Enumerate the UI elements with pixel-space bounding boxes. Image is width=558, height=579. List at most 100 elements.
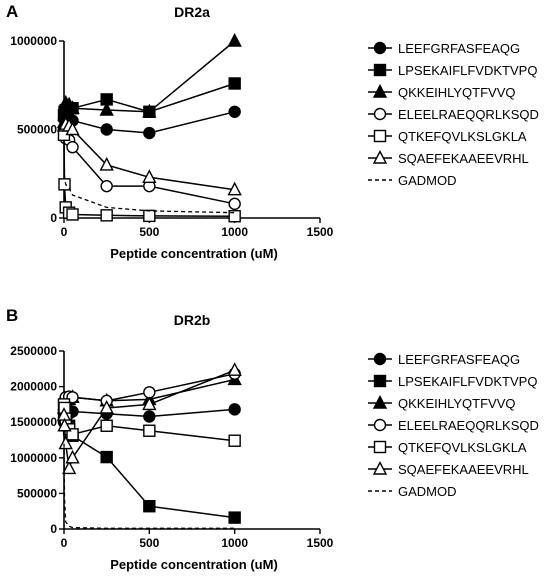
- data-point: [58, 435, 73, 450]
- data-point: [142, 169, 157, 183]
- data-point: [66, 428, 79, 441]
- series-line: [63, 129, 235, 205]
- y-tick-label: 1000000: [10, 451, 57, 465]
- legend-marker: [373, 41, 387, 55]
- x-tick-label: 1500: [307, 536, 334, 550]
- legend-marker: [373, 107, 387, 121]
- legend-label: QKKEIHLYQTFVVQ: [398, 396, 516, 411]
- legend-item: GADMOD: [368, 173, 457, 188]
- series-sqaefekaaeevrhl: [56, 116, 242, 196]
- data-point: [227, 181, 242, 196]
- series-line: [63, 147, 235, 214]
- legend-label: SQAEFEKAAEEVRHL: [398, 462, 529, 477]
- data-point: [142, 396, 157, 411]
- series-line: [63, 443, 235, 529]
- y-tick-label: 2000000: [10, 380, 57, 394]
- y-tick-label: 500000: [17, 123, 57, 137]
- legend-label: GADMOD: [398, 173, 457, 188]
- data-point: [142, 103, 157, 118]
- y-tick-label: 1500000: [10, 415, 57, 429]
- y-tick-label: 500000: [17, 486, 57, 500]
- series-qkkeihlyqtfvvq: [56, 32, 242, 129]
- data-point: [143, 424, 156, 437]
- data-point: [65, 100, 80, 114]
- legend-label: LPSEKAIFLFVDKTVPQ: [398, 63, 537, 78]
- series-gadmod: [63, 443, 235, 529]
- data-point: [99, 102, 114, 116]
- data-point: [228, 210, 241, 223]
- data-point: [100, 450, 113, 464]
- chart-title: DR2a: [174, 4, 210, 20]
- x-tick-label: 1500: [307, 225, 334, 239]
- legend-label: QTKEFQVLKSLGKLA: [398, 129, 527, 144]
- legend-item: LPSEKAIFLFVDKTVPQ: [368, 63, 537, 78]
- data-point: [61, 460, 77, 475]
- chart-title: DR2b: [174, 312, 211, 328]
- legend-marker: [372, 83, 388, 98]
- x-axis-label: Peptide concentration (uM): [110, 246, 278, 261]
- x-tick-label: 500: [139, 225, 159, 239]
- data-point: [228, 105, 241, 119]
- data-point: [143, 126, 156, 140]
- legend-item: ELEELRAEQQRLKSQD: [368, 107, 539, 122]
- legend-item: ELEELRAEQQRLKSQD: [368, 418, 539, 433]
- data-point: [100, 179, 113, 193]
- x-axis-label: Peptide concentration (uM): [110, 557, 278, 572]
- legend-label: SQAEFEKAAEEVRHL: [398, 151, 529, 166]
- legend-marker: [373, 418, 387, 432]
- x-tick-label: 500: [139, 536, 159, 550]
- legend-label: LPSEKAIFLFVDKTVPQ: [398, 374, 537, 389]
- data-point: [143, 209, 156, 223]
- x-tick-label: 0: [61, 225, 68, 239]
- legend-marker: [373, 374, 387, 388]
- data-point: [58, 178, 71, 191]
- data-point: [100, 123, 113, 136]
- x-tick-label: 1000: [221, 536, 248, 550]
- legend-label: ELEELRAEQQRLKSQD: [398, 418, 539, 433]
- data-point: [100, 419, 113, 432]
- legend-item: SQAEFEKAAEEVRHL: [368, 460, 529, 477]
- legend-label: QTKEFQVLKSLGKLA: [398, 440, 527, 455]
- x-tick-label: 0: [61, 536, 68, 550]
- y-tick-label: 1000000: [10, 34, 57, 48]
- legend-item: QTKEFQVLKSLGKLA: [368, 129, 527, 144]
- series-gadmod: [63, 147, 235, 214]
- data-point: [66, 140, 79, 154]
- legend-marker: [372, 394, 388, 409]
- legend-label: QKKEIHLYQTFVVQ: [398, 85, 516, 100]
- data-point: [65, 121, 80, 136]
- data-point: [227, 32, 242, 47]
- legend-item: LPSEKAIFLFVDKTVPQ: [368, 374, 537, 389]
- legend-item: LEEFGRFASFEAQG: [368, 352, 520, 367]
- legend-marker: [373, 440, 387, 454]
- y-tick-label: 0: [50, 522, 57, 536]
- data-point: [100, 209, 113, 222]
- legend-label: ELEELRAEQQRLKSQD: [398, 107, 539, 122]
- legend-label: LEEFGRFASFEAQG: [398, 352, 520, 367]
- legend-label: LEEFGRFASFEAQG: [398, 41, 520, 56]
- data-point: [99, 156, 114, 171]
- legend-marker: [372, 460, 388, 475]
- data-point: [228, 434, 241, 447]
- data-point: [57, 417, 72, 432]
- legend-marker: [373, 63, 387, 77]
- data-point: [228, 511, 241, 524]
- data-point: [228, 403, 241, 416]
- data-point: [228, 77, 241, 90]
- y-tick-label: 0: [50, 211, 57, 225]
- panel-letter-b: B: [6, 306, 19, 325]
- data-point: [99, 399, 114, 414]
- data-point: [227, 362, 242, 376]
- data-point: [228, 197, 241, 211]
- data-point: [143, 410, 156, 423]
- chart-panel-a: DR2a 0 500000 1000000 0 500 1000 1500 Peptide co…: [10, 4, 539, 261]
- data-point: [66, 208, 79, 221]
- series-sqaefekaaeevrhl: [56, 362, 242, 475]
- legend-marker: [372, 149, 388, 164]
- data-point: [65, 449, 80, 464]
- x-tick-label: 1000: [221, 225, 248, 239]
- legend-item: QTKEFQVLKSLGKLA: [368, 440, 527, 455]
- data-point: [143, 386, 156, 399]
- legend-item: LEEFGRFASFEAQG: [368, 41, 520, 56]
